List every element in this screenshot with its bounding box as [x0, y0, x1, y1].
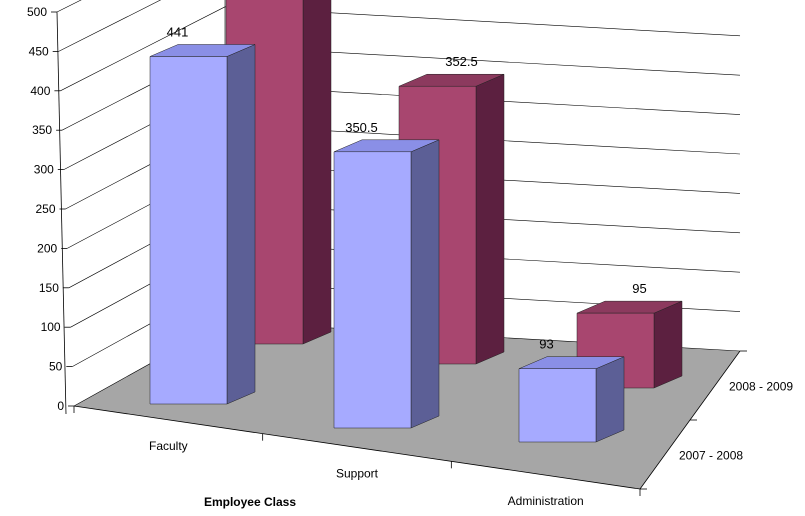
y-tick-label: 500	[27, 5, 47, 19]
bar-side	[475, 73, 505, 365]
bar-series-1	[518, 356, 625, 443]
gridline	[58, 0, 162, 52]
y-tick-label: 400	[30, 84, 50, 98]
gridline	[60, 6, 226, 92]
data-label: 95	[632, 281, 646, 296]
bar-series-1	[333, 139, 440, 429]
y-axis-line	[56, 11, 67, 415]
series-label: 2007 - 2008	[679, 449, 743, 463]
bar-series-1	[149, 44, 256, 405]
x-axis-line	[73, 405, 641, 490]
category-label: Faculty	[149, 439, 188, 453]
bar-front	[149, 56, 228, 405]
gridline	[56, 0, 82, 13]
data-label: 350.5	[345, 120, 378, 135]
category-label: Support	[336, 467, 379, 481]
y-tick-label: 250	[35, 202, 55, 216]
bar-side	[653, 300, 683, 389]
y-tick-label: 300	[34, 163, 54, 177]
y-tick-label: 0	[57, 399, 64, 413]
bar-side	[302, 0, 332, 345]
y-tick-label: 150	[39, 281, 59, 295]
y-tick-label: 100	[41, 320, 61, 334]
bar-side	[410, 139, 440, 429]
y-tick-label: 350	[32, 123, 52, 137]
data-label: 441	[167, 24, 189, 39]
bar-front	[518, 368, 597, 443]
data-label: 352.5	[445, 54, 478, 69]
y-tick-label: 450	[29, 44, 49, 58]
y-tick-label: 200	[37, 241, 57, 255]
series-label: 2008 - 2009	[729, 380, 793, 394]
data-label: 93	[539, 337, 553, 352]
bar-side	[226, 44, 256, 405]
x-axis-title: Employee Class	[204, 495, 296, 509]
y-tick-label: 50	[49, 360, 63, 374]
category-label: Administration	[508, 494, 584, 508]
bar-side	[595, 356, 625, 443]
bar-front	[333, 151, 412, 429]
